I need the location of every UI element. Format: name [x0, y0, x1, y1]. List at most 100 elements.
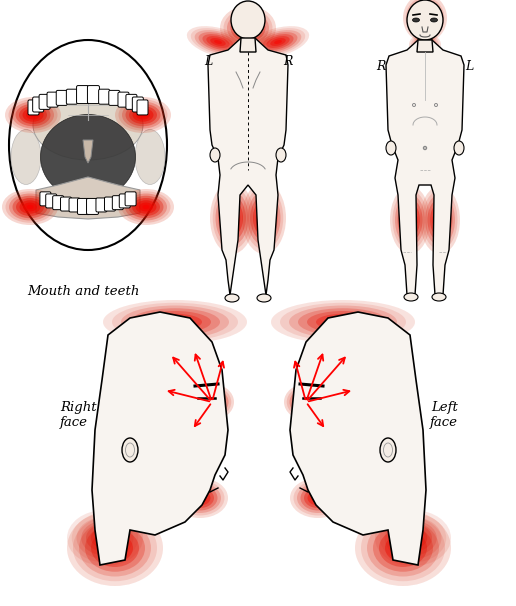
Ellipse shape	[256, 204, 272, 231]
Ellipse shape	[422, 15, 428, 21]
Ellipse shape	[250, 196, 278, 241]
Ellipse shape	[300, 398, 312, 407]
FancyBboxPatch shape	[126, 95, 137, 109]
Ellipse shape	[385, 534, 421, 562]
Ellipse shape	[132, 198, 160, 216]
Ellipse shape	[115, 97, 171, 133]
Ellipse shape	[210, 38, 226, 46]
Ellipse shape	[406, 0, 444, 39]
FancyBboxPatch shape	[28, 100, 39, 115]
Ellipse shape	[16, 198, 44, 216]
Ellipse shape	[227, 12, 269, 44]
Ellipse shape	[409, 33, 441, 57]
Ellipse shape	[12, 196, 47, 218]
Ellipse shape	[139, 113, 147, 117]
Ellipse shape	[245, 25, 251, 31]
Ellipse shape	[408, 534, 418, 542]
Ellipse shape	[193, 493, 207, 503]
Polygon shape	[36, 177, 140, 219]
Ellipse shape	[142, 205, 150, 209]
Ellipse shape	[112, 303, 238, 341]
Ellipse shape	[29, 113, 37, 117]
Ellipse shape	[172, 478, 228, 518]
Ellipse shape	[121, 305, 229, 339]
Ellipse shape	[316, 314, 370, 330]
Ellipse shape	[430, 18, 438, 22]
Ellipse shape	[423, 44, 427, 47]
FancyBboxPatch shape	[96, 198, 107, 212]
Ellipse shape	[430, 203, 450, 237]
Polygon shape	[417, 40, 433, 52]
FancyBboxPatch shape	[119, 194, 130, 208]
Ellipse shape	[427, 199, 453, 241]
Ellipse shape	[97, 534, 133, 562]
Ellipse shape	[263, 34, 294, 50]
FancyBboxPatch shape	[69, 198, 80, 212]
Ellipse shape	[413, 139, 437, 151]
FancyBboxPatch shape	[47, 92, 58, 107]
Ellipse shape	[122, 438, 138, 462]
Ellipse shape	[253, 200, 275, 236]
Ellipse shape	[166, 319, 184, 325]
Ellipse shape	[237, 20, 259, 36]
Ellipse shape	[190, 384, 234, 420]
Ellipse shape	[20, 200, 40, 214]
FancyBboxPatch shape	[60, 197, 72, 211]
Ellipse shape	[175, 481, 224, 516]
Ellipse shape	[405, 211, 415, 228]
Ellipse shape	[148, 314, 202, 330]
Ellipse shape	[136, 110, 150, 119]
Ellipse shape	[284, 384, 328, 420]
Ellipse shape	[73, 514, 157, 581]
Ellipse shape	[191, 28, 245, 56]
Ellipse shape	[298, 308, 388, 336]
Ellipse shape	[23, 108, 43, 122]
Ellipse shape	[397, 199, 423, 241]
Ellipse shape	[118, 189, 174, 225]
Ellipse shape	[135, 130, 165, 184]
FancyBboxPatch shape	[104, 197, 116, 211]
Ellipse shape	[390, 186, 430, 254]
Ellipse shape	[11, 130, 41, 184]
Ellipse shape	[259, 209, 269, 227]
Ellipse shape	[195, 30, 241, 54]
Polygon shape	[208, 38, 288, 295]
Ellipse shape	[294, 481, 343, 516]
Ellipse shape	[247, 26, 309, 58]
Ellipse shape	[118, 189, 174, 225]
Ellipse shape	[411, 35, 439, 56]
Ellipse shape	[292, 391, 320, 413]
Ellipse shape	[231, 15, 266, 42]
Ellipse shape	[72, 513, 138, 562]
FancyBboxPatch shape	[46, 194, 57, 208]
Ellipse shape	[403, 0, 447, 42]
Ellipse shape	[325, 316, 361, 327]
Ellipse shape	[419, 41, 431, 50]
FancyBboxPatch shape	[77, 198, 89, 215]
Ellipse shape	[287, 386, 325, 418]
Ellipse shape	[26, 110, 40, 119]
Ellipse shape	[109, 543, 121, 553]
Ellipse shape	[276, 148, 286, 162]
Ellipse shape	[214, 40, 222, 44]
Ellipse shape	[19, 106, 47, 124]
Ellipse shape	[221, 200, 243, 236]
Ellipse shape	[193, 386, 231, 418]
Ellipse shape	[401, 133, 449, 157]
Ellipse shape	[271, 300, 415, 344]
Ellipse shape	[420, 186, 460, 254]
Ellipse shape	[407, 0, 443, 40]
Ellipse shape	[196, 388, 229, 416]
Ellipse shape	[201, 393, 223, 411]
Ellipse shape	[297, 483, 339, 513]
FancyBboxPatch shape	[53, 196, 63, 210]
Ellipse shape	[216, 191, 249, 245]
Ellipse shape	[289, 388, 322, 416]
Ellipse shape	[432, 293, 446, 301]
Ellipse shape	[397, 131, 453, 159]
Ellipse shape	[40, 115, 136, 199]
FancyBboxPatch shape	[125, 192, 136, 206]
Ellipse shape	[172, 478, 228, 518]
Ellipse shape	[23, 202, 37, 211]
Ellipse shape	[409, 137, 441, 153]
